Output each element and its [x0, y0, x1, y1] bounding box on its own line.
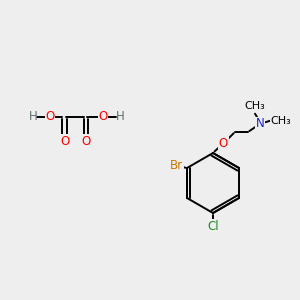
Text: O: O [99, 110, 108, 124]
Text: N: N [255, 117, 264, 130]
Text: Br: Br [170, 159, 183, 172]
Text: CH₃: CH₃ [244, 100, 265, 111]
Text: O: O [46, 110, 55, 124]
Text: CH₃: CH₃ [270, 116, 291, 126]
Text: O: O [219, 137, 228, 150]
Text: Cl: Cl [207, 220, 219, 233]
Text: H: H [116, 110, 124, 124]
Text: O: O [82, 134, 91, 148]
Text: H: H [28, 110, 38, 124]
Text: O: O [60, 134, 69, 148]
